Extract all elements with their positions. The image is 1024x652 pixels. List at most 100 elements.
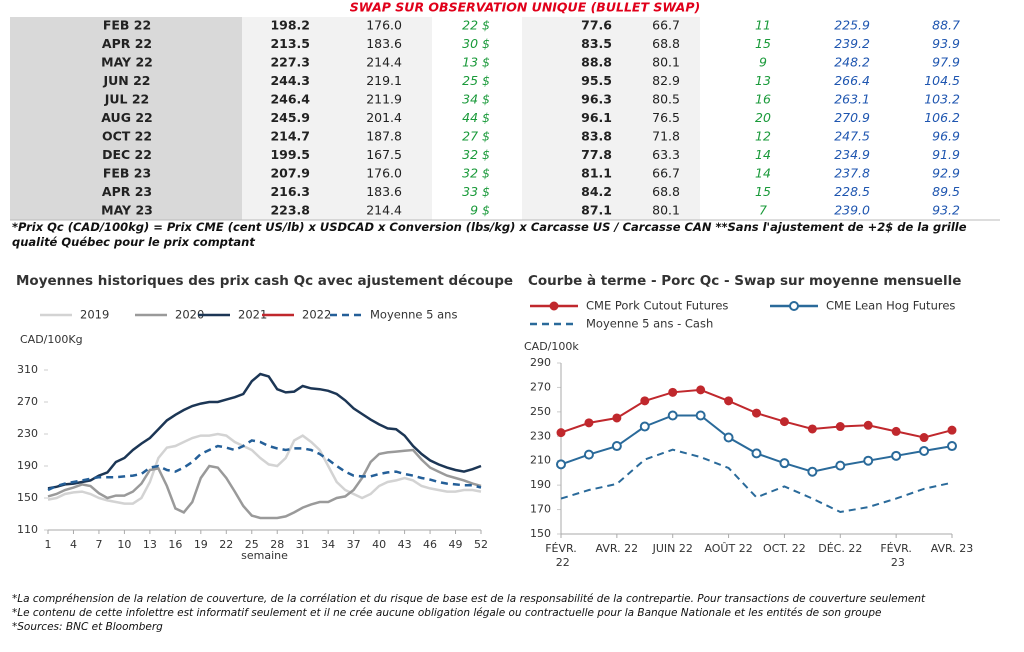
x-tick-label: 52: [474, 538, 488, 551]
data-point: [947, 425, 957, 435]
table-cell: 270.9: [834, 110, 870, 125]
table-cell: 214.7: [270, 129, 310, 144]
data-point: [919, 433, 929, 443]
table-body: FEB 22 198.2 176.0 22 $ 77.6 66.7 11 225.9 88.7 A…: [101, 18, 960, 218]
x-tick-label: 43: [398, 538, 412, 551]
table-cell: 82.9: [652, 73, 680, 88]
table-cell: 91.9: [932, 147, 960, 162]
table-cell: 227.3: [270, 55, 310, 70]
x-tick-label: 28: [270, 538, 284, 551]
table-cell: 239.2: [834, 36, 870, 51]
row-label: MAY 23: [101, 203, 153, 218]
table-cell: 68.8: [652, 184, 680, 199]
x-tick-label: 46: [423, 538, 437, 551]
x-tick-label: 31: [296, 538, 310, 551]
data-point: [556, 428, 566, 438]
table-cell: 103.2: [924, 92, 960, 107]
x-tick-label: 22: [219, 538, 233, 551]
month-column-bg: [10, 17, 242, 220]
data-point: [751, 448, 762, 459]
table-cell: 93.2: [932, 203, 960, 218]
data-point: [807, 424, 817, 434]
table-cell: 183.6: [366, 184, 402, 199]
table-cell: 34 $: [462, 92, 490, 107]
table-cell: 96.1: [581, 110, 612, 125]
table-cell: 248.2: [834, 55, 870, 70]
chart: Moyennes historiques des prix cash Qc av…: [16, 273, 513, 562]
table-cell: 30 $: [462, 36, 490, 51]
y-tick-label: 230: [530, 429, 551, 442]
table-cell: 183.6: [366, 36, 402, 51]
table-cell: 207.9: [270, 166, 310, 181]
row-label: FEB 22: [103, 18, 151, 33]
table-cell: 176.0: [366, 18, 402, 33]
table-cell: 237.8: [834, 166, 870, 181]
right-columns-bg: [700, 17, 1000, 220]
table-cell: 234.9: [834, 147, 870, 162]
table-cell: 16: [755, 92, 771, 107]
row-label: AUG 22: [101, 110, 152, 125]
row-label: DEC 22: [102, 147, 152, 162]
table-cell: 12: [755, 129, 771, 144]
table-cell: 13: [755, 73, 771, 88]
series-line: [47, 372, 482, 490]
series-line: [47, 432, 482, 505]
table-cell: 71.8: [652, 129, 680, 144]
data-point: [724, 396, 734, 406]
table-cell: 68.8: [652, 36, 680, 51]
x-tick-label: 10: [117, 538, 131, 551]
legend-marker: [549, 301, 559, 311]
table-title: SWAP SUR OBSERVATION UNIQUE (BULLET SWAP…: [350, 0, 700, 15]
data-point: [723, 432, 734, 443]
y-tick-label: 230: [17, 427, 38, 440]
table-cell: 167.5: [366, 147, 402, 162]
legend-label: Moyenne 5 ans: [370, 308, 457, 322]
data-point: [779, 458, 790, 469]
table-cell: 88.7: [932, 18, 960, 33]
data-point: [779, 417, 789, 427]
y-tick-label: 210: [530, 454, 551, 467]
table-cell: 106.2: [924, 110, 960, 125]
data-point: [696, 385, 706, 395]
x-tick-label: DÉC. 22: [818, 542, 862, 555]
legend-label: 2019: [80, 308, 109, 322]
table-cell: 83.5: [581, 36, 612, 51]
table-cell: 187.8: [366, 129, 402, 144]
table-cell: 96.3: [581, 92, 612, 107]
table-cell: 97.9: [932, 55, 960, 70]
x-tick-label: 7: [95, 538, 102, 551]
legend-marker: [789, 301, 799, 311]
table-cell: 32 $: [462, 147, 490, 162]
row-label: OCT 22: [102, 129, 152, 144]
data-point: [639, 421, 650, 432]
table-cell: 15: [755, 36, 771, 51]
data-point: [891, 450, 902, 461]
table-cell: 83.8: [581, 129, 612, 144]
table-cell: 214.4: [366, 203, 402, 218]
table-cell: 14: [755, 166, 771, 181]
x-tick-label: FÉVR. 23: [880, 542, 912, 569]
row-label: JUN 22: [102, 73, 150, 88]
data-point: [835, 460, 846, 471]
x-tick-label: 34: [321, 538, 335, 551]
table-cell: 219.1: [366, 73, 402, 88]
table-cell: 44 $: [462, 110, 490, 125]
data-point: [919, 445, 930, 456]
table-cell: 228.5: [834, 184, 870, 199]
legend-label: CME Pork Cutout Futures: [586, 299, 728, 313]
data-point: [640, 396, 650, 406]
table-cell: 84.2: [581, 184, 612, 199]
table-cell: 93.9: [932, 36, 960, 51]
table-cell: 95.5: [581, 73, 612, 88]
table-cell: 81.1: [581, 166, 612, 181]
legend-label: Moyenne 5 ans - Cash: [586, 317, 713, 331]
table-cell: 77.6: [581, 18, 612, 33]
table-cell: 263.1: [834, 92, 870, 107]
data-point: [584, 418, 594, 428]
y-tick-label: 270: [530, 380, 551, 393]
table-cell: 89.5: [932, 184, 960, 199]
row-label: JUL 22: [104, 92, 150, 107]
y-axis-label: CAD/100Kg: [20, 333, 83, 346]
table-cell: 104.5: [924, 73, 960, 88]
spread-column-bg: [432, 17, 522, 220]
